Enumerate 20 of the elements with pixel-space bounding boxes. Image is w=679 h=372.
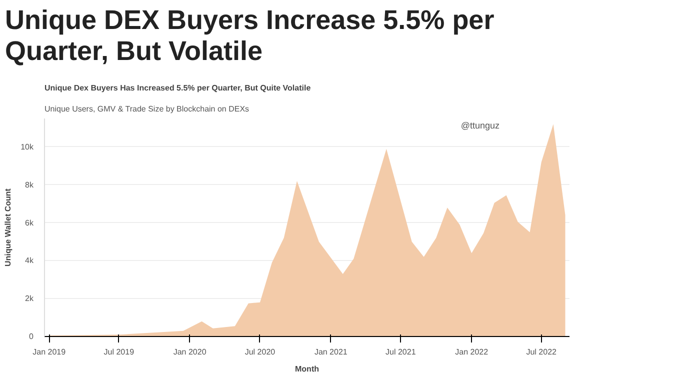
x-axis-title: Month [295,364,320,372]
chart-subtitle: Unique Dex Buyers Has Increased 5.5% per Quarter, But Quite Volatile [44,84,312,92]
y-axis-title: Unique Wallet Count [4,188,13,266]
annotation: @ttunguz [460,120,500,130]
x-tick-label: Jan 2019 [32,348,66,356]
chart-title: Unique DEX Buyers Increase 5.5% per Quarter, But Volatile [5,5,496,67]
y-tick-label: 0 [29,332,34,341]
x-tick-label: Jul 2020 [244,348,276,356]
x-tick-label: Jan 2020 [173,348,207,356]
text: Unique Users, GMV & Trade Size by Blockchain on DEXs [44,104,250,114]
y-tick-label: 10k [20,142,34,152]
y-tick-label: 6k [25,218,34,228]
y-tick-label: 4k [25,256,34,266]
y-tick-label: 8k [25,180,34,190]
x-tick-label: Jan 2022 [455,348,489,356]
x-tick-label: Jul 2019 [104,348,135,356]
y-tick-label: 2k [25,294,34,304]
x-tick-label: Jul 2021 [386,348,416,356]
x-tick-label: Jul 2022 [526,348,558,356]
x-tick-label: Jan 2021 [314,348,348,356]
